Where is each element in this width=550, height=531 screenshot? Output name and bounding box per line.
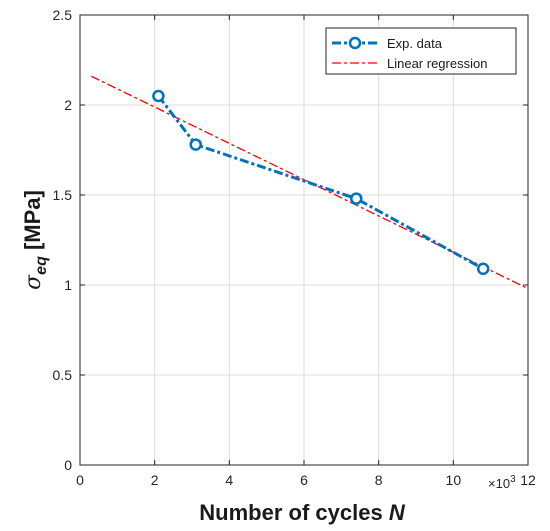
x-tick-label: 6 [300, 472, 308, 488]
x-tick-label: 12 [520, 472, 536, 488]
grid [80, 15, 528, 465]
data-point-exp [152, 89, 165, 103]
y-tick-label: 1 [64, 277, 72, 293]
x-tick-label: 2 [151, 472, 159, 488]
x-tick-label: 4 [225, 472, 233, 488]
data-point-exp [350, 192, 363, 205]
y-tick-label: 0 [64, 457, 72, 473]
legend-box [325, 27, 517, 75]
series-layer [90, 75, 529, 290]
ticks [79, 14, 529, 466]
data-point-exp [189, 138, 202, 151]
x-multiplier: ×103 [488, 474, 516, 491]
legend-marker-exp [348, 36, 362, 50]
y-tick-label: 1.5 [53, 187, 73, 203]
legend: Exp. data Linear regression [325, 27, 517, 75]
y-axis-label: σeq [MPa] [20, 190, 50, 290]
tick-labels: 0 2 4 6 8 10 12 0 0.5 1 1.5 2 2.5 [53, 7, 536, 488]
y-tick-label: 2 [64, 97, 72, 113]
legend-label-regression: Linear regression [387, 56, 487, 71]
y-tick-label: 0.5 [53, 367, 73, 383]
x-axis-label: Number of cycles N [199, 500, 406, 525]
series-line-exp-data [157, 95, 484, 271]
x-tick-label: 0 [76, 472, 84, 488]
x-tick-label: 8 [375, 472, 383, 488]
y-tick-label: 2.5 [53, 7, 73, 23]
legend-label-exp: Exp. data [387, 36, 443, 51]
x-tick-label: 10 [446, 472, 462, 488]
data-point-exp [476, 262, 490, 276]
